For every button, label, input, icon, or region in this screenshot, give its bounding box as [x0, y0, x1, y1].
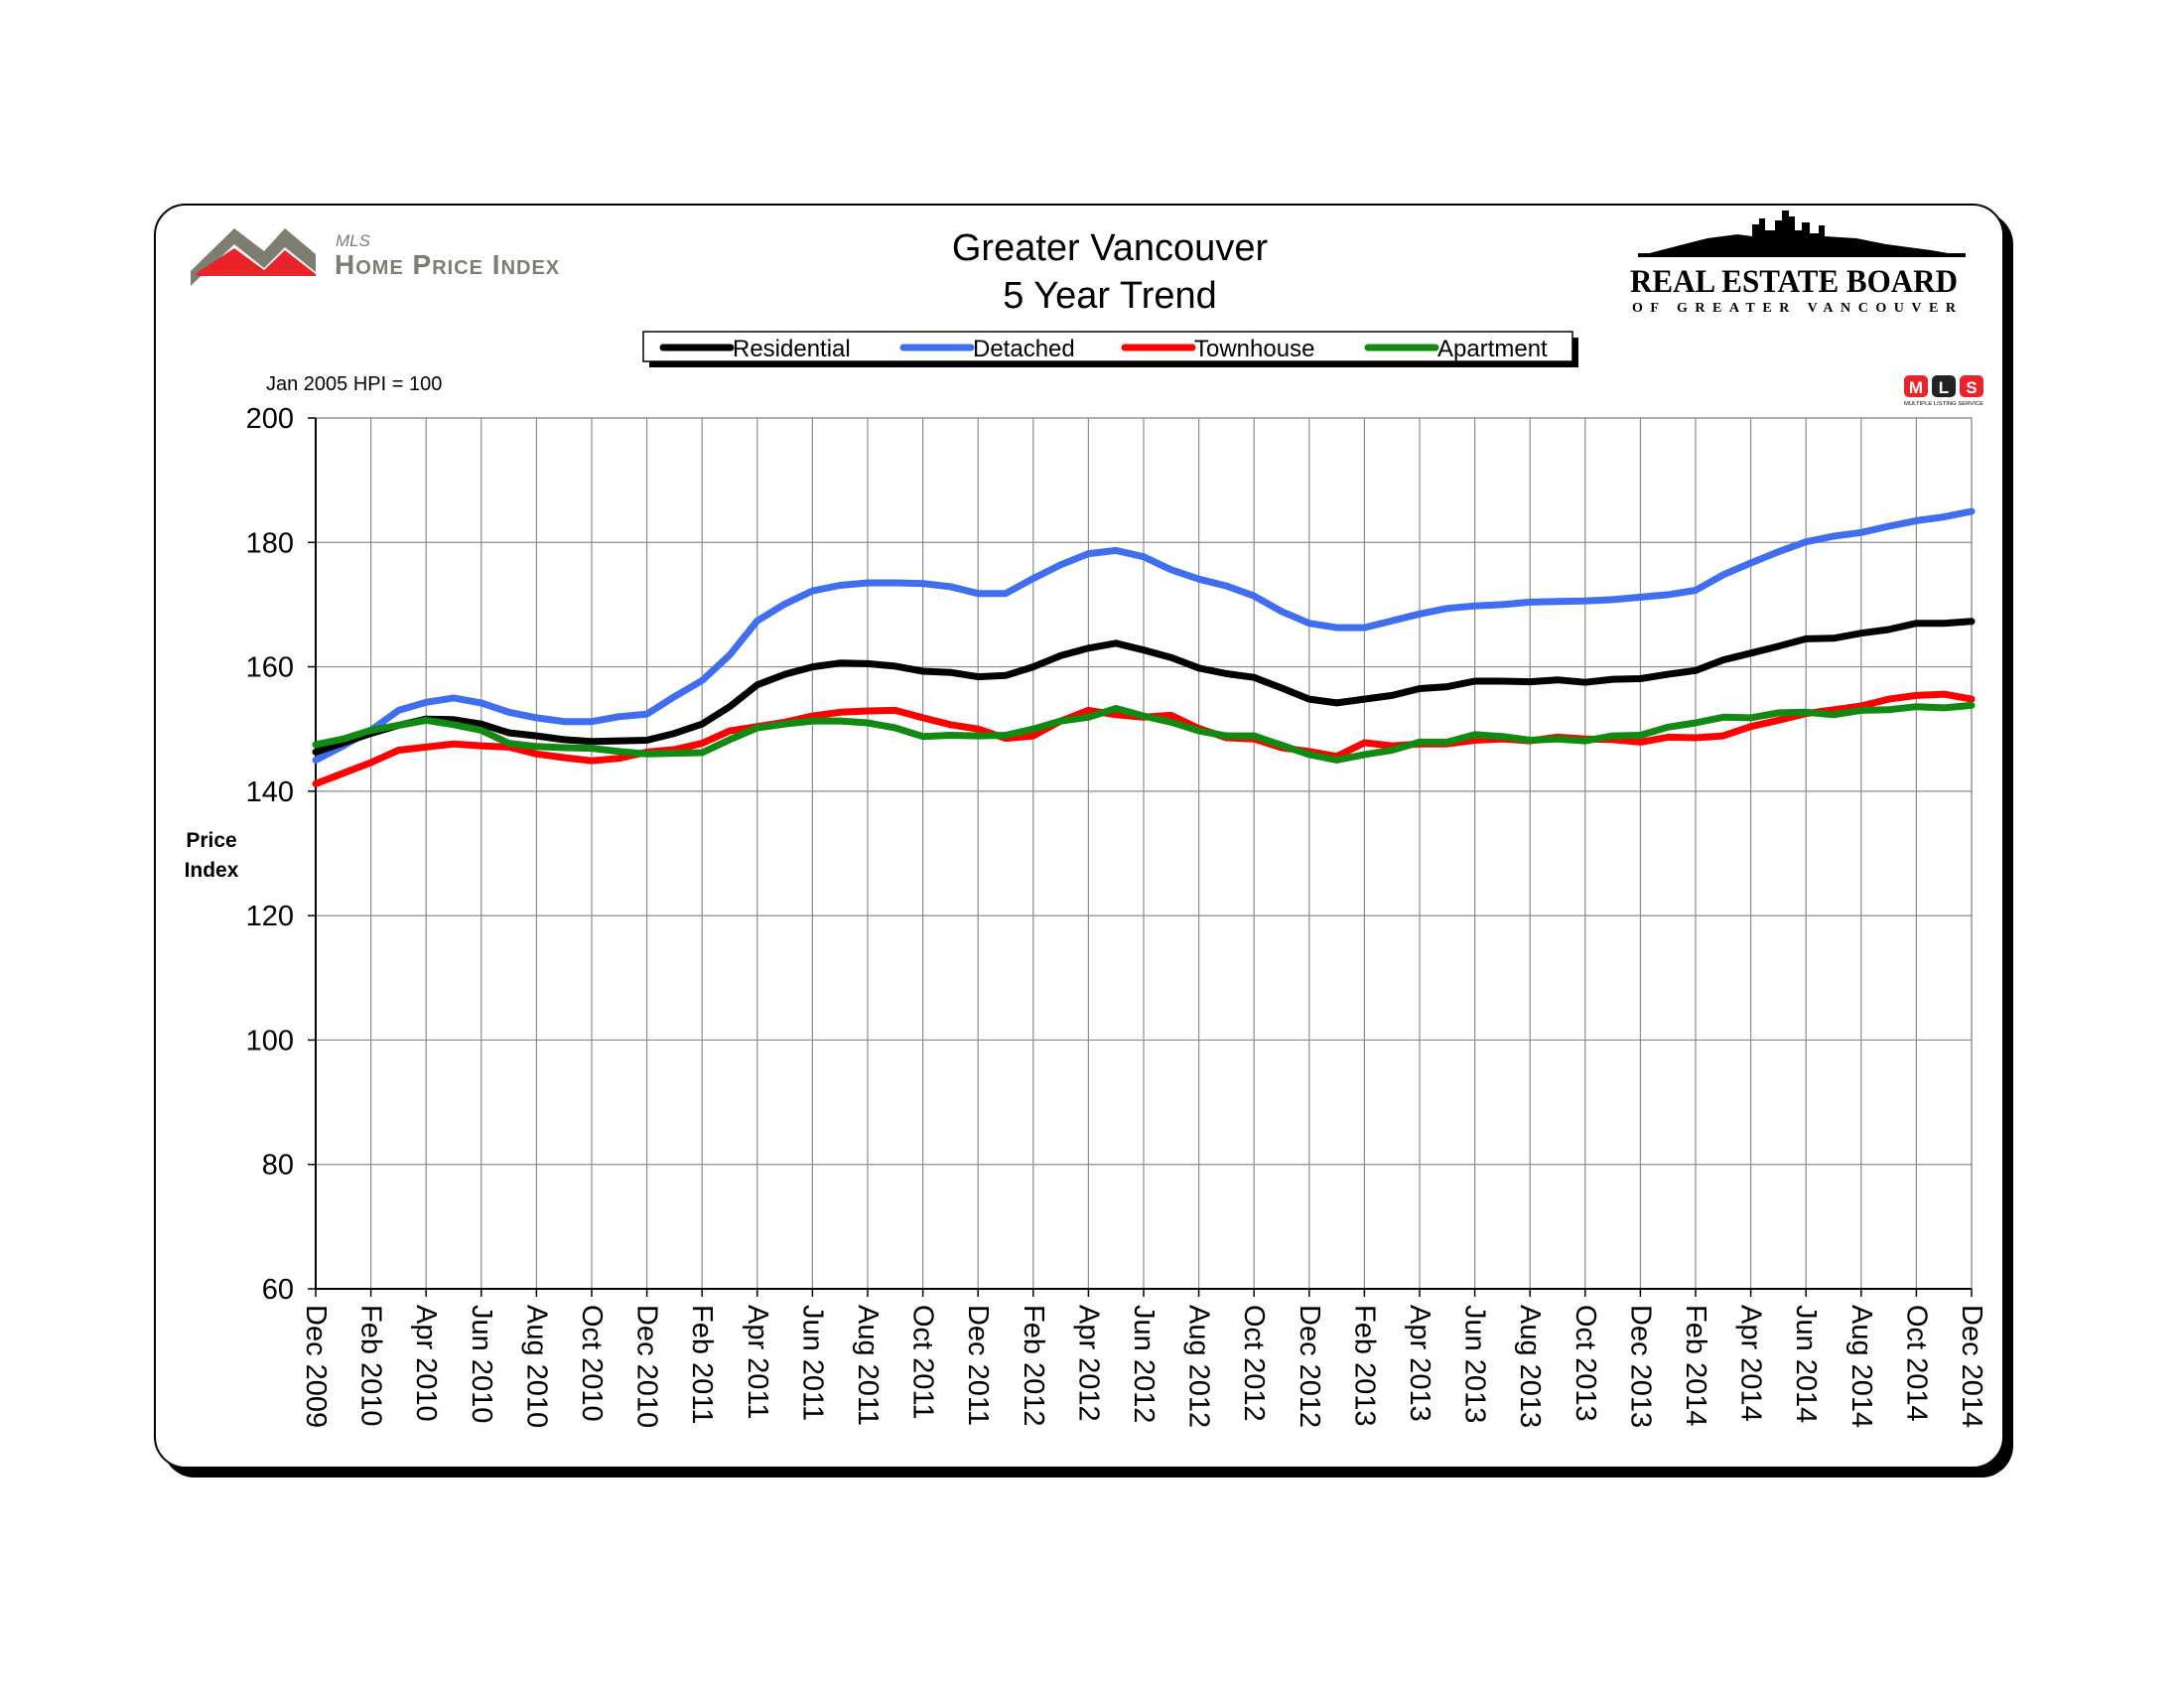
legend-label-apartment: Apartment	[1437, 336, 1548, 362]
x-tick-label: Apr 2010	[410, 1305, 442, 1422]
mls-badge-l	[1932, 375, 1956, 397]
reb-logo: REAL ESTATE BOARD OF GREATER VANCOUVER	[1630, 211, 1966, 316]
skyline-icon	[1638, 211, 1966, 256]
x-tick-label: Oct 2014	[1900, 1305, 1932, 1422]
board-name: REAL ESTATE BOARD	[1630, 264, 1958, 300]
x-tick-label: Feb 2010	[355, 1305, 387, 1427]
board-sub: OF GREATER VANCOUVER	[1632, 301, 1957, 316]
chart-title: Greater Vancouver	[952, 227, 1269, 269]
x-tick-label: Oct 2011	[907, 1305, 939, 1420]
x-tick-label: Apr 2014	[1735, 1305, 1767, 1422]
logo-brand-name: Home Price Index	[335, 249, 560, 280]
series-line-detached	[312, 507, 1976, 764]
x-tick-label: Dec 2013	[1624, 1305, 1656, 1428]
legend: Residential Detached Townhouse Apartment	[642, 331, 1578, 367]
legend-label-townhouse: Townhouse	[1194, 336, 1314, 362]
x-tick-label: Dec 2012	[1294, 1305, 1325, 1428]
x-tick-label: Oct 2013	[1570, 1305, 1601, 1422]
logo-roof-red	[197, 248, 316, 276]
skyline-base	[1638, 253, 1966, 257]
y-tick-label: 120	[246, 901, 294, 932]
logo-roof-grey	[191, 228, 316, 286]
series-line-apartment	[312, 701, 1976, 764]
x-tick-label: Apr 2012	[1072, 1305, 1104, 1422]
mls-badge-s	[1960, 375, 1983, 397]
series-line-residential	[312, 618, 1976, 756]
x-tick-label: Feb 2013	[1348, 1305, 1380, 1427]
mls-badge: M L S MULTIPLE LISTING SERVICE	[1904, 375, 1984, 407]
x-tick-label: Feb 2014	[1680, 1305, 1711, 1427]
legend-label-detached: Detached	[973, 336, 1075, 362]
mls-badge-l-letter: L	[1939, 378, 1949, 397]
y-tick-label: 200	[246, 403, 294, 435]
x-tick-label: Apr 2013	[1404, 1305, 1435, 1422]
legend-label-residential: Residential	[733, 336, 851, 362]
x-tick-label: Aug 2014	[1845, 1305, 1877, 1428]
logo-brand-small: MLS	[336, 231, 371, 250]
y-tick-label: 80	[262, 1150, 294, 1182]
x-tick-label: Dec 2014	[1956, 1305, 1987, 1428]
x-tick-label: Feb 2011	[686, 1305, 718, 1424]
x-tick-label: Jun 2013	[1459, 1305, 1491, 1423]
mls-badge-m-letter: M	[1909, 378, 1923, 397]
mls-badge-s-letter: S	[1966, 378, 1977, 397]
x-tick-label: Dec 2010	[631, 1305, 663, 1428]
chart-subtitle: 5 Year Trend	[1003, 275, 1217, 317]
x-tick-label: Aug 2010	[520, 1305, 552, 1428]
x-tick-label: Jun 2012	[1128, 1305, 1160, 1423]
y-axis-label-line2: Index	[185, 859, 239, 882]
x-tick-label: Jun 2014	[1790, 1305, 1822, 1423]
series-lines	[312, 507, 1976, 787]
y-tick-label: 100	[246, 1025, 294, 1056]
x-tick-label: Apr 2011	[742, 1305, 773, 1420]
x-tick-label: Jun 2011	[796, 1305, 828, 1421]
axes: 60 80 100 120 140 160 180 200 Dec 2009 Feb 2010 Ap…	[246, 403, 1987, 1428]
y-tick-label: 60	[262, 1274, 294, 1306]
x-tick-label: Aug 2011	[852, 1305, 884, 1426]
x-tick-label: Feb 2012	[1018, 1305, 1049, 1427]
y-tick-label: 180	[246, 527, 294, 559]
x-tick-label: Dec 2009	[300, 1305, 332, 1428]
x-tick-label: Aug 2012	[1183, 1305, 1215, 1428]
x-tick-label: Oct 2010	[576, 1305, 608, 1422]
x-tick-label: Dec 2011	[962, 1305, 994, 1426]
mls-badge-m	[1904, 375, 1928, 397]
x-tick-label: Oct 2012	[1238, 1305, 1270, 1422]
y-tick-label: 140	[246, 776, 294, 808]
mls-hpi-logo: MLS Home Price Index	[191, 228, 560, 286]
y-axis-label-line1: Price	[186, 829, 236, 852]
mls-badge-caption: MULTIPLE LISTING SERVICE	[1904, 401, 1984, 407]
x-tick-label: Jun 2010	[466, 1305, 497, 1423]
grid	[315, 417, 1973, 1290]
x-tick-label: Aug 2013	[1514, 1305, 1546, 1428]
y-tick-label: 160	[246, 652, 294, 684]
hpi-base-note: Jan 2005 HPI = 100	[266, 373, 442, 395]
